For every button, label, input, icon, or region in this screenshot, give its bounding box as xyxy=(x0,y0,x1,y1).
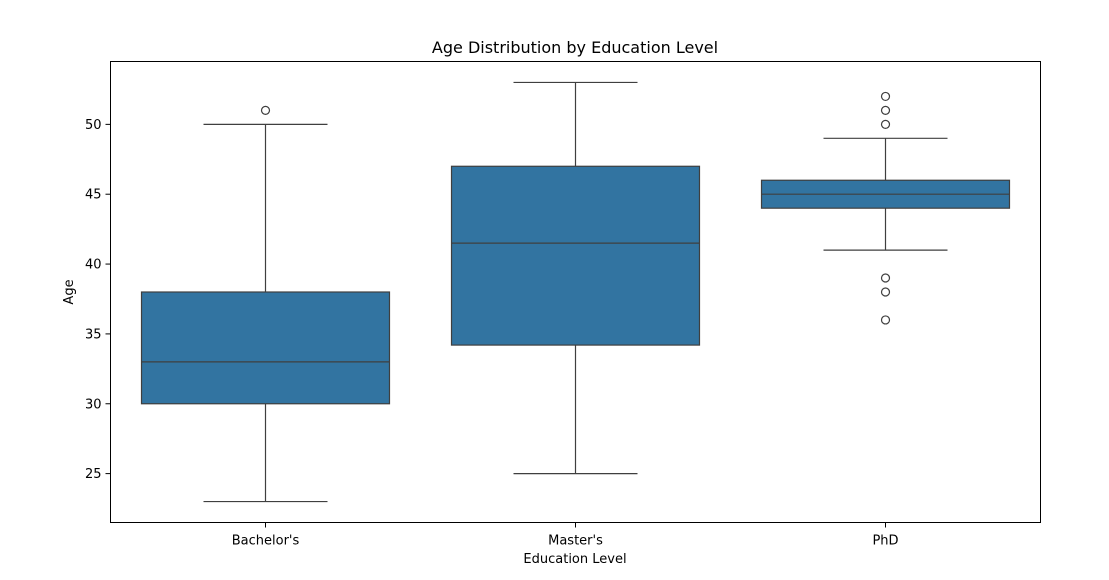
chart-title: Age Distribution by Education Level xyxy=(432,38,718,57)
y-axis-label: Age xyxy=(62,279,77,304)
y-axis: 25 30 35 40 45 50 xyxy=(85,118,111,482)
x-tick-label: Bachelor's xyxy=(232,534,300,549)
x-axis: Bachelor's Master's PhD xyxy=(232,522,899,549)
x-axis-label: Education Level xyxy=(523,552,626,567)
outlier-point xyxy=(880,273,891,283)
outlier-point xyxy=(880,119,891,129)
y-tick-label: 50 xyxy=(85,118,102,133)
y-tick-label: 35 xyxy=(85,327,102,342)
box-group xyxy=(450,81,701,475)
y-tick-label: 45 xyxy=(85,188,102,203)
outlier-point xyxy=(880,105,891,115)
x-tick-label: PhD xyxy=(872,534,898,549)
y-tick-label: 30 xyxy=(85,397,102,412)
outlier-point xyxy=(880,91,891,102)
outlier-point xyxy=(260,105,271,115)
outlier-point xyxy=(880,287,891,297)
boxes-layer xyxy=(140,81,1011,503)
y-tick-label: 25 xyxy=(85,467,102,482)
iqr-box xyxy=(140,291,391,405)
outlier-point xyxy=(880,315,891,325)
box-group xyxy=(140,105,391,503)
x-tick-label: Master's xyxy=(548,534,603,549)
y-tick-label: 40 xyxy=(85,258,102,273)
iqr-box xyxy=(450,165,701,346)
box-group xyxy=(760,91,1011,325)
